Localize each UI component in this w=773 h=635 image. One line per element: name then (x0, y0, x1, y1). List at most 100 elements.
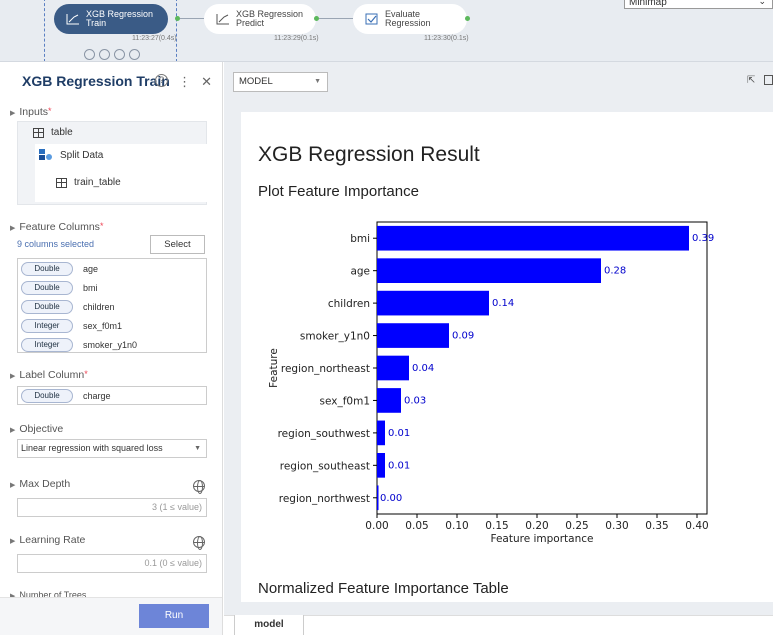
expand-icon[interactable]: ⇱ (747, 75, 756, 86)
run-button[interactable]: Run (139, 604, 209, 628)
section-label: Feature Columns (19, 221, 100, 233)
max-depth-input[interactable]: 3 (1 ≤ value) (17, 498, 207, 517)
chart-line-icon (66, 14, 79, 25)
section-label: Label Column (19, 369, 85, 381)
caret-right-icon: ▶ (10, 110, 16, 117)
minimap-label: Minimap (629, 0, 667, 8)
output-port[interactable] (175, 16, 180, 21)
x-tick-label: 0.30 (605, 520, 628, 532)
node-time: 11:23:29(0.1s) (274, 35, 319, 42)
bottom-tab-bar: model (224, 615, 773, 635)
y-tick-label: region_southwest (278, 428, 370, 440)
list-item[interactable]: Double children (18, 297, 206, 316)
caret-right-icon: ▶ (10, 482, 16, 489)
x-tick-label: 0.00 (365, 520, 388, 532)
caret-right-icon: ▶ (10, 373, 16, 380)
columns-selected-count: 9 columns selected (17, 239, 95, 249)
column-name: children (83, 301, 115, 312)
list-item[interactable]: Double age (18, 259, 206, 278)
y-tick-label: bmi (350, 233, 370, 245)
data-label: 0.01 (388, 460, 410, 471)
select-columns-button[interactable]: Select (150, 235, 205, 254)
chart-bar (377, 453, 385, 478)
tab-model[interactable]: model (234, 615, 304, 635)
column-name: bmi (83, 282, 98, 293)
input-table[interactable]: table (33, 127, 73, 138)
type-badge: Double (21, 388, 73, 403)
learning-rate-input[interactable]: 0.1 (0 ≤ value) (17, 554, 207, 573)
node-actions (84, 49, 140, 60)
y-tick-label: region_northeast (281, 363, 370, 375)
column-name: age (83, 263, 99, 274)
section-label: Objective (19, 423, 64, 435)
objective-value: Linear regression with squared loss (21, 443, 163, 453)
y-tick-label: sex_f0m1 (320, 395, 371, 407)
output-port[interactable] (314, 16, 319, 21)
section-label: Max Depth (19, 478, 71, 490)
minimap-select[interactable]: Minimap ⌄ (624, 0, 773, 9)
node-selection-frame (44, 0, 177, 61)
node-label: Evaluate Regression (385, 9, 431, 28)
model-select-value: MODEL (239, 76, 273, 87)
section-max-depth[interactable]: ▶ Max Depth (10, 478, 70, 490)
section-label: Inputs (19, 106, 48, 118)
data-label: 0.03 (404, 395, 426, 406)
input-table-label: table (51, 127, 73, 138)
node-action-icon[interactable] (84, 49, 95, 60)
globe-icon[interactable] (193, 480, 205, 494)
list-item[interactable]: Integer smoker_y1n0 (18, 335, 206, 352)
required-mark: * (48, 106, 52, 116)
node-evaluate-regression[interactable]: Evaluate Regression (353, 4, 467, 34)
x-tick-label: 0.10 (445, 520, 468, 532)
section-objective[interactable]: ▶ Objective (10, 423, 63, 435)
close-icon[interactable]: ✕ (201, 74, 212, 89)
workflow-canvas[interactable]: XGB Regression Train 11:23:27(0.4s) XGB … (0, 0, 773, 62)
inputs-box: table Split Data train_table (17, 121, 209, 205)
output-port[interactable] (465, 16, 470, 21)
objective-select[interactable]: Linear regression with squared loss ▼ (17, 439, 207, 458)
caret-right-icon: ▶ (10, 538, 16, 545)
source-train-table[interactable]: train_table (56, 177, 121, 188)
panel-footer: Run (0, 597, 222, 635)
model-select[interactable]: MODEL ▼ (233, 72, 328, 92)
connector (180, 18, 204, 19)
section-number-of-trees[interactable]: ▶ Number of Trees (10, 590, 86, 600)
view-controls: ⇱ (747, 75, 773, 86)
table-heading: Normalized Feature Importance Table (258, 580, 509, 597)
source-split-data[interactable]: Split Data (39, 149, 103, 161)
node-action-icon[interactable] (99, 49, 110, 60)
chevron-down-icon: ⌄ (758, 0, 766, 6)
section-label: Number of Trees (19, 590, 87, 600)
x-tick-label: 0.05 (405, 520, 428, 532)
y-tick-label: region_southeast (280, 460, 370, 472)
chart-line-icon (216, 14, 229, 25)
source-label: Split Data (60, 149, 104, 161)
list-item[interactable]: Double bmi (18, 278, 206, 297)
chevron-down-icon: ▼ (194, 445, 201, 452)
list-item[interactable]: Integer sex_f0m1 (18, 316, 206, 335)
required-mark: * (99, 221, 104, 231)
more-vert-icon[interactable]: ⋮ (178, 74, 192, 89)
x-tick-label: 0.40 (685, 520, 708, 532)
label-column-field[interactable]: Double charge (17, 386, 207, 405)
x-tick-label: 0.25 (565, 520, 588, 532)
node-action-icon[interactable] (129, 49, 140, 60)
column-name: charge (83, 390, 111, 401)
node-xgb-regression-predict[interactable]: XGB Regression Predict (204, 4, 316, 34)
node-label: XGB Regression Predict (236, 9, 304, 28)
chart-bar (377, 323, 449, 348)
help-circle-icon[interactable]: ? (155, 74, 169, 87)
type-badge: Double (21, 299, 73, 314)
section-feature-columns[interactable]: ▶ Feature Columns* (10, 221, 103, 233)
data-label: 0.00 (380, 493, 402, 504)
type-badge: Integer (21, 337, 73, 352)
section-label-column[interactable]: ▶ Label Column* (10, 369, 88, 381)
section-learning-rate[interactable]: ▶ Learning Rate (10, 534, 85, 546)
globe-icon[interactable] (193, 536, 205, 550)
window-icon[interactable] (764, 75, 773, 85)
section-inputs[interactable]: ▶ Inputs* (10, 106, 52, 118)
table-icon (56, 177, 67, 188)
node-xgb-regression-train[interactable]: XGB Regression Train (54, 4, 168, 34)
feature-columns-list[interactable]: Double age Double bmi Double children In… (17, 258, 207, 353)
node-action-icon[interactable] (114, 49, 125, 60)
